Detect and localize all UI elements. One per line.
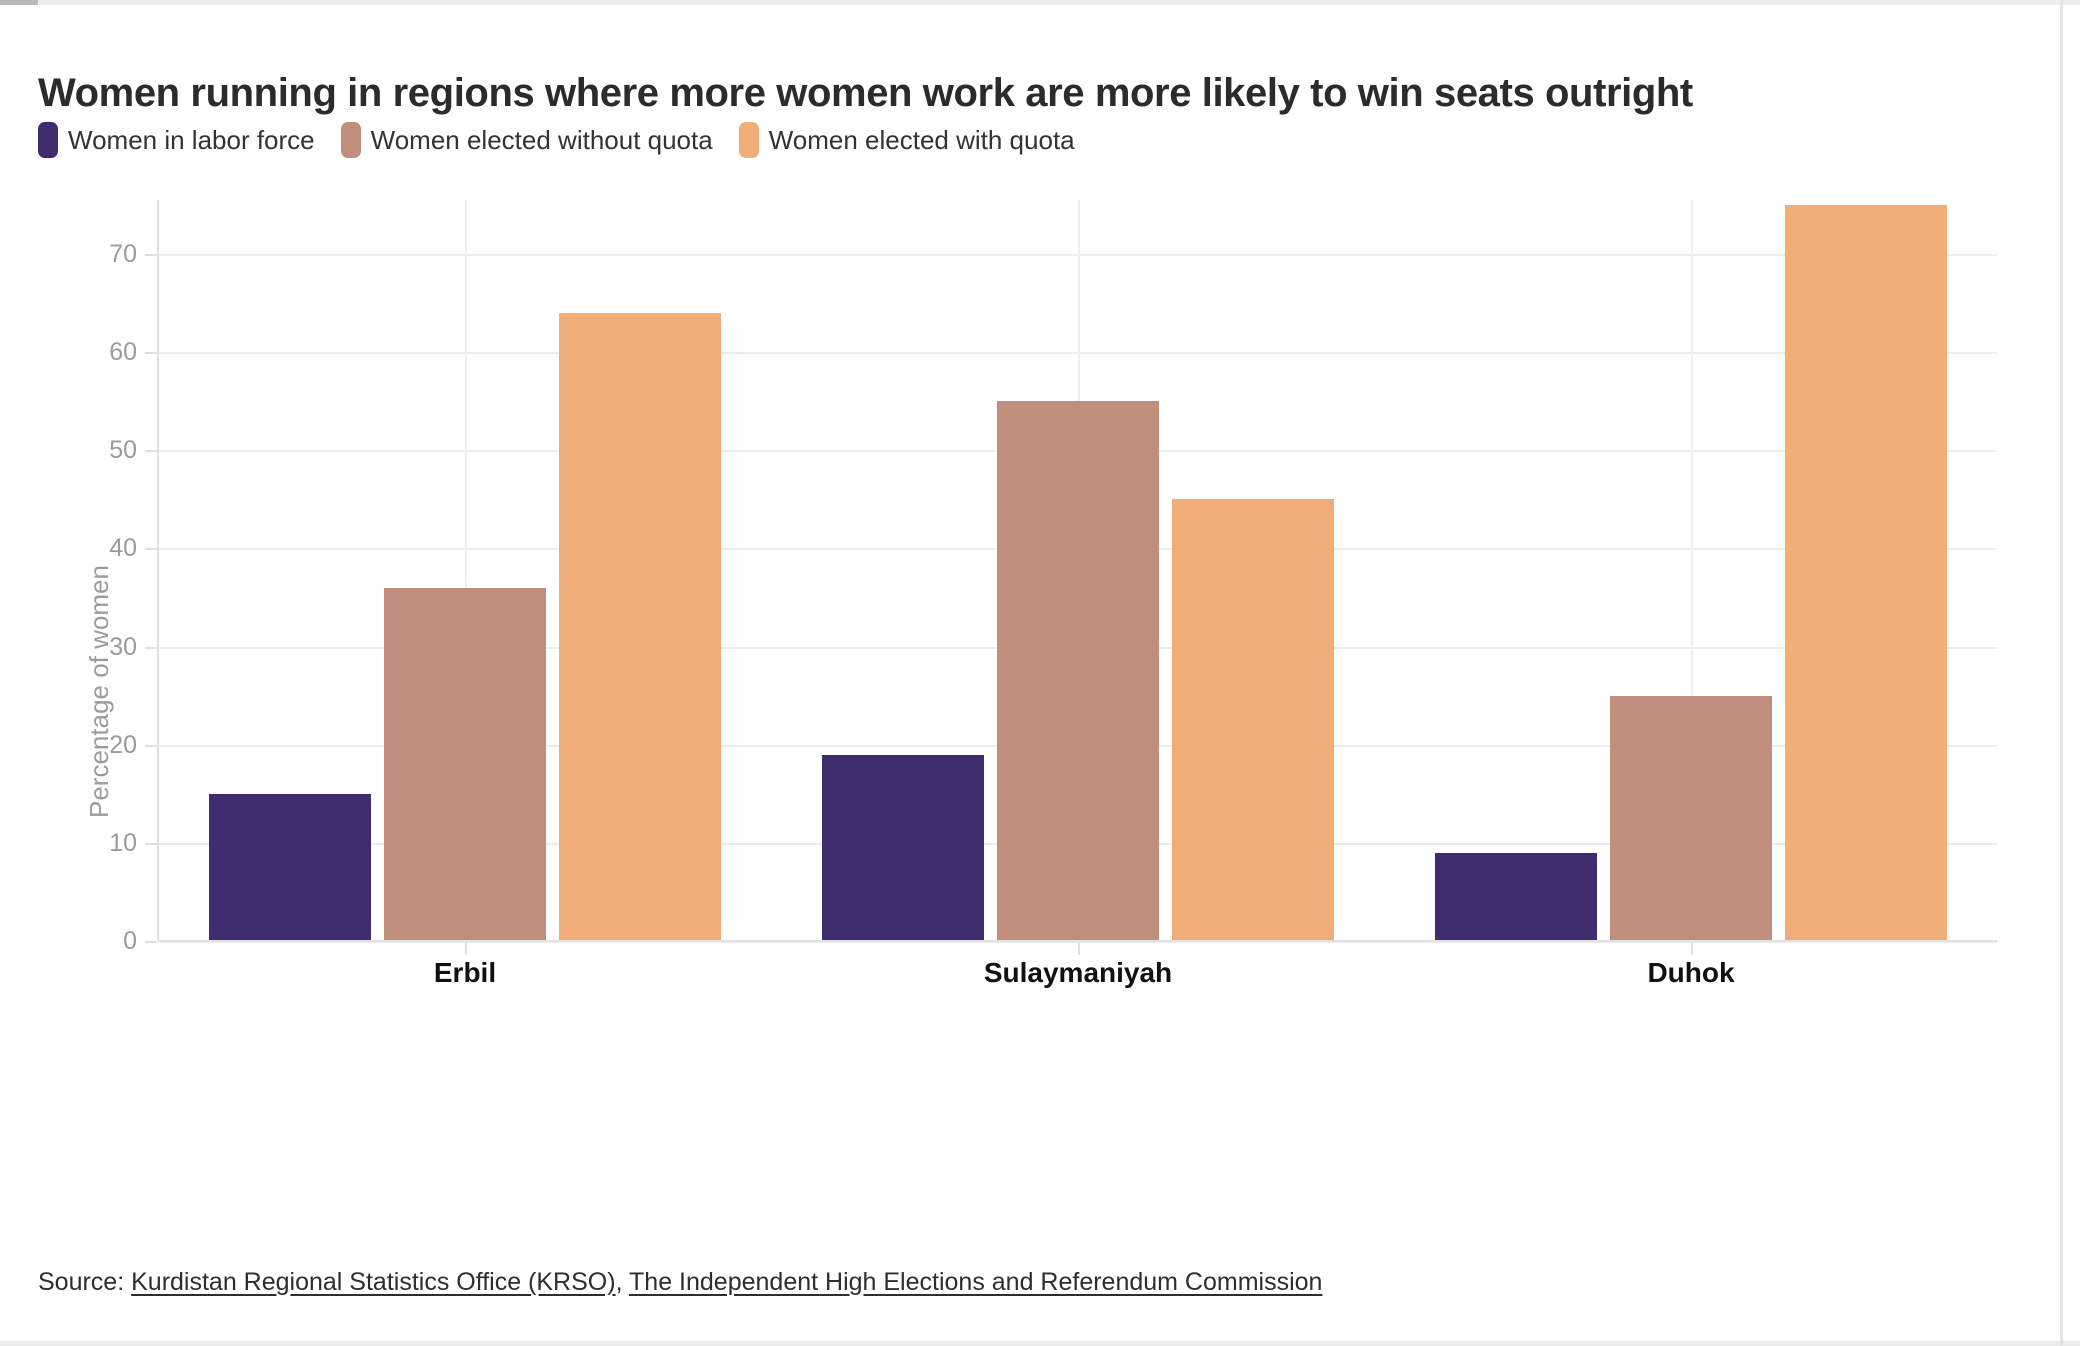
bar-duhok-series-3 (1785, 205, 1947, 941)
y-tick-mark (145, 843, 157, 845)
y-tick-mark (145, 254, 157, 256)
source-line: Source: Kurdistan Regional Statistics Of… (38, 1268, 1322, 1297)
source-link-krso[interactable]: Kurdistan Regional Statistics Office (KR… (131, 1268, 616, 1296)
bar-sulaymaniyah-series-1 (822, 755, 984, 941)
legend-item: Women in labor force (38, 122, 315, 158)
y-tick-label: 50 (109, 436, 137, 464)
bar-sulaymaniyah-series-3 (1172, 499, 1334, 941)
bottom-border (0, 1341, 2080, 1346)
y-tick-label: 30 (109, 633, 137, 661)
legend-swatch-icon (340, 122, 361, 158)
y-tick-label: 40 (109, 534, 137, 562)
y-axis-line (157, 200, 159, 941)
x-axis-line (158, 940, 1997, 942)
legend-label: Women in labor force (68, 124, 315, 155)
gridline (158, 254, 1997, 256)
y-tick-label: 10 (109, 829, 137, 857)
bar-erbil-series-2 (384, 588, 546, 941)
category-gridline (1691, 200, 1693, 941)
legend-label: Women elected with quota (768, 124, 1075, 155)
x-tick-mark (465, 943, 467, 955)
y-tick-mark (145, 745, 157, 747)
y-tick-label: 60 (109, 338, 137, 366)
bar-erbil-series-1 (209, 794, 371, 941)
y-tick-mark (145, 941, 157, 943)
x-axis-label: Duhok (1647, 957, 1735, 988)
source-separator: , (615, 1268, 630, 1296)
legend-swatch-icon (738, 122, 759, 158)
bar-duhok-series-2 (1610, 696, 1772, 941)
source-link-commission[interactable]: The Independent High Elections and Refer… (629, 1268, 1323, 1296)
y-tick-mark (145, 647, 157, 649)
right-border (2060, 0, 2063, 1346)
gridline (158, 352, 1997, 354)
y-tick-mark (145, 450, 157, 452)
legend-label: Women elected without quota (370, 124, 713, 155)
source-label: Source: (38, 1268, 132, 1296)
x-tick-mark (1691, 943, 1693, 955)
legend: Women in labor force Women elected withou… (38, 122, 1075, 158)
bar-erbil-series-3 (559, 313, 721, 941)
y-tick-mark (145, 548, 157, 550)
y-tick-label: 20 (109, 731, 137, 759)
bar-duhok-series-1 (1435, 853, 1597, 941)
x-axis-label: Erbil (433, 957, 497, 988)
chart-title: Women running in regions where more wome… (38, 70, 1693, 115)
y-tick-mark (145, 352, 157, 354)
y-tick-label: 0 (123, 927, 137, 955)
category-gridline (465, 200, 467, 941)
x-axis-label: Sulaymaniyah (983, 957, 1173, 988)
y-tick-label: 70 (109, 240, 137, 268)
y-axis-title: Percentage of women (84, 564, 114, 818)
top-border-accent (0, 0, 38, 5)
legend-swatch-icon (38, 122, 58, 158)
gridline (158, 941, 1997, 943)
legend-item: Women elected without quota (340, 122, 713, 158)
x-tick-mark (1078, 943, 1080, 955)
legend-item: Women elected with quota (738, 122, 1075, 158)
top-border (0, 0, 2080, 5)
bar-sulaymaniyah-series-2 (997, 401, 1159, 941)
